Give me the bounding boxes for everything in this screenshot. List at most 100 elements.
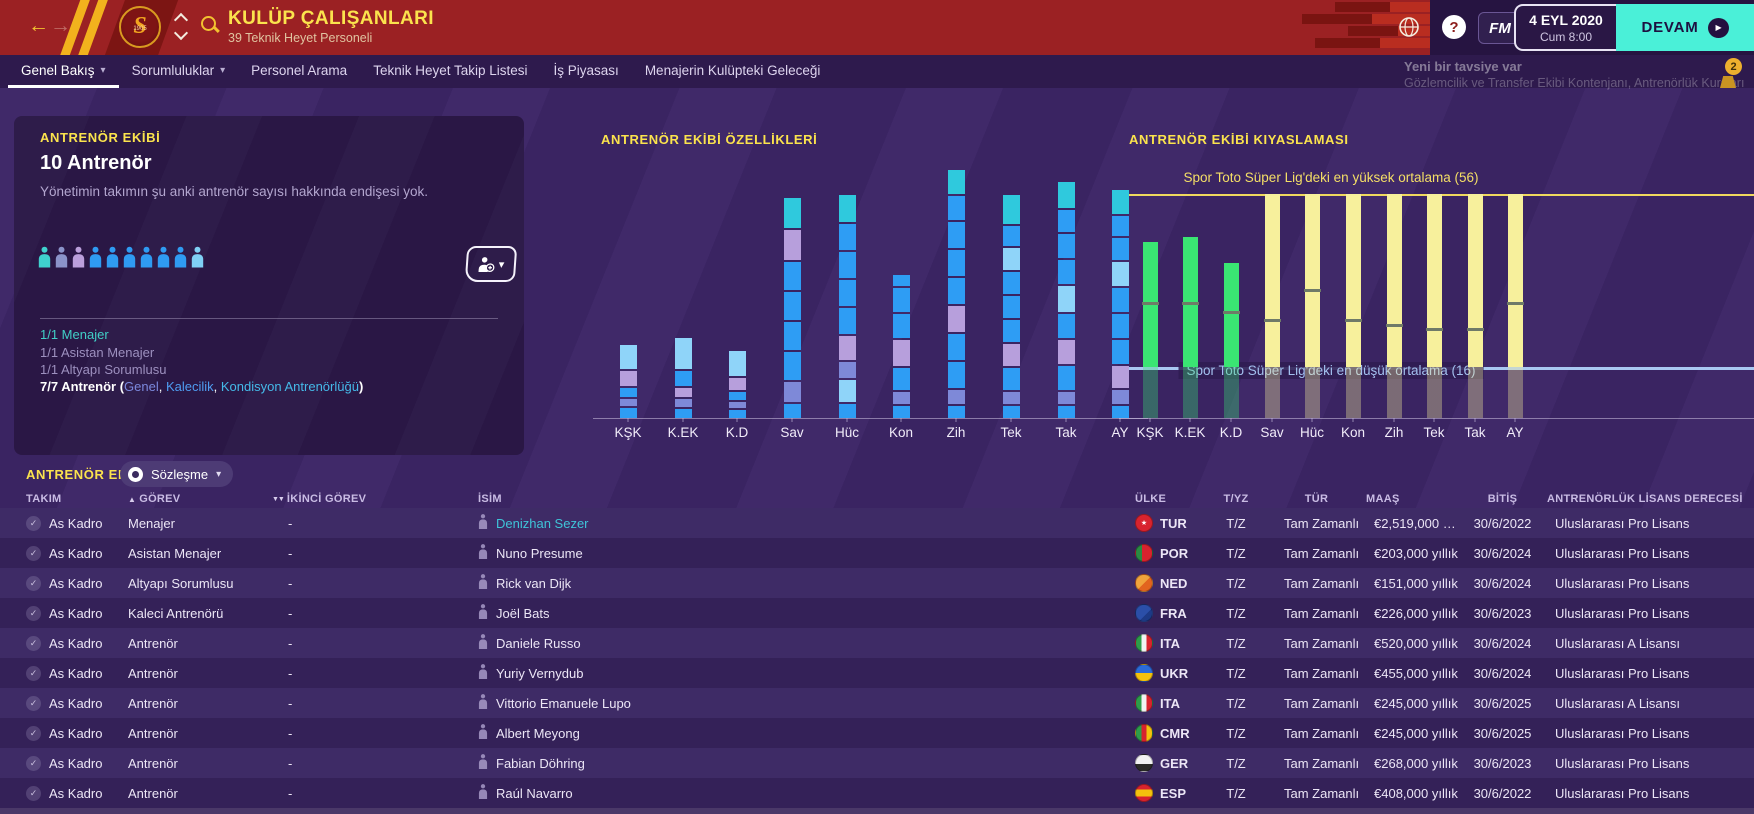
licence-cell: Uluslararası A Lisansı	[1555, 635, 1681, 651]
column-header-takim[interactable]: TAKIM	[26, 493, 128, 505]
staff-name-link[interactable]: Rick van Dijk	[496, 575, 572, 591]
staff-name-link[interactable]: Fabian Döhring	[496, 755, 585, 771]
staff-name-link[interactable]: Vittorio Emanuele Lupo	[496, 695, 631, 711]
tab-sorumluluklar[interactable]: Sorumluluklar ▾	[119, 55, 239, 88]
min-average-label: Spor Toto Süper Lig'deki en düşük ortala…	[1178, 362, 1484, 379]
team-cell: ✓ As Kadro	[26, 665, 128, 681]
coach-category-link[interactable]: Genel	[124, 379, 159, 394]
tab-label: Personel Arama	[251, 62, 348, 78]
column-header-g-rev[interactable]: ▲ GÖREV	[128, 493, 272, 505]
team-label: As Kadro	[49, 605, 103, 621]
club-switcher[interactable]	[173, 12, 189, 41]
axis-tick	[955, 418, 957, 422]
bar-below-min	[1386, 367, 1402, 418]
coach-category-link[interactable]: Kalecilik	[165, 379, 214, 394]
role-cell: Antrenör	[128, 695, 178, 711]
staff-name-link[interactable]: Raúl Navarro	[496, 785, 573, 801]
team-label: As Kadro	[49, 575, 103, 591]
table-row[interactable]: ✓ As Kadro Antrenör - Daniele Russo ITA T/Z Tam…	[0, 628, 1754, 658]
advice-toast-body[interactable]: Gözlemcilik ve Transfer Ekibi Kontenjanı…	[1404, 76, 1745, 90]
role-cell: Antrenör	[128, 755, 178, 771]
search-button[interactable]	[200, 15, 220, 35]
staff-name-link[interactable]: Joël Bats	[496, 605, 550, 621]
staff-table: ✓ As Kadro Menajer - Denizhan Sezer ★ TUR T/Z Ta…	[0, 508, 1754, 808]
x-axis	[593, 418, 1148, 419]
role-cell: Asistan Menajer	[128, 545, 222, 561]
staff-name-link[interactable]: Daniele Russo	[496, 635, 581, 651]
club-crest-galatasaray[interactable]: S 1905	[119, 6, 161, 48]
tab-menajerin-kul-pteki-gelece-i[interactable]: Menajerin Kulüpteki Geleceği	[632, 55, 834, 88]
forward-arrow-button[interactable]: →	[50, 14, 71, 37]
league-average-marker	[1263, 319, 1281, 323]
check-circle-icon: ✓	[26, 755, 41, 771]
bar-below-min	[1223, 367, 1239, 418]
table-row[interactable]: ✓ As Kadro Altyapı Sorumlusu - Rick van Dijk…	[0, 568, 1754, 598]
bar-value	[1426, 194, 1442, 367]
continue-button[interactable]: DEVAM ▶	[1616, 4, 1754, 51]
person-icon	[106, 246, 119, 273]
axis-tick	[1433, 418, 1435, 422]
column-header-maa-[interactable]: MAAŞ	[1366, 493, 1458, 505]
second-role-cell: -	[288, 665, 293, 681]
column-header-t-r[interactable]: TÜR	[1267, 493, 1366, 505]
sort-icon: ▲	[128, 494, 137, 504]
table-row[interactable]: ✓ As Kadro Antrenör - Raúl Navarro ESP T/Z Tam …	[0, 778, 1754, 808]
column-header--lke[interactable]: ÜLKE	[1135, 493, 1205, 505]
advice-toast-title[interactable]: Yeni bir tavsiye var	[1404, 59, 1522, 74]
column-label: T/YZ	[1223, 493, 1249, 505]
page-title: KULÜP ÇALIŞANLARI	[228, 8, 434, 29]
column-header-t-yz[interactable]: T/YZ	[1205, 493, 1267, 505]
game-date-widget[interactable]: 4 EYL 2020 Cum 8:00	[1514, 4, 1616, 51]
licence-cell: Uluslararası Pro Lisans	[1555, 605, 1690, 621]
name-cell: Daniele Russo	[478, 634, 1135, 652]
tab-label: Teknik Heyet Takip Listesi	[373, 62, 528, 78]
person-icon	[123, 246, 136, 273]
tab-teknik-heyet-takip-listesi[interactable]: Teknik Heyet Takip Listesi	[360, 55, 540, 88]
coach-count: 10 Antrenör	[40, 152, 152, 174]
column-label: İSİM	[478, 493, 502, 505]
table-row[interactable]: ✓ As Kadro Antrenör - Fabian Döhring GER T/Z Ta…	[0, 748, 1754, 778]
tab-personel-arama[interactable]: Personel Arama	[238, 55, 360, 88]
team-label: As Kadro	[49, 545, 103, 561]
x-axis	[1119, 418, 1754, 419]
second-role-cell: -	[288, 515, 293, 531]
column-header-i-ki-nci-g-rev[interactable]: ▼▼ İKİNCİ GÖREV	[272, 493, 478, 505]
add-staff-dropdown-button[interactable]: ▾	[464, 246, 518, 282]
back-arrow-button[interactable]: ←	[28, 14, 49, 37]
staff-name-link[interactable]: Albert Meyong	[496, 725, 580, 741]
tab-genel-bak-[interactable]: Genel Bakış ▾	[8, 55, 119, 88]
column-header-i-si-m[interactable]: İSİM	[478, 493, 1135, 505]
staff-name-link[interactable]: Denizhan Sezer	[496, 515, 589, 531]
team-cell: ✓ As Kadro	[26, 515, 128, 531]
coach-category-link[interactable]: Kondisyon Antrenörlüğü	[220, 379, 359, 394]
table-row[interactable]: ✓ As Kadro Menajer - Denizhan Sezer ★ TUR T/Z Ta…	[0, 508, 1754, 538]
table-row[interactable]: ✓ As Kadro Asistan Menajer - Nuno Presume POR…	[0, 538, 1754, 568]
staff-name-link[interactable]: Nuno Presume	[496, 545, 583, 561]
contract-end-cell: 30/6/2022	[1473, 785, 1532, 801]
table-row[interactable]: ✓ As Kadro Antrenör - Albert Meyong CMR T/Z Tam…	[0, 718, 1754, 748]
person-icon	[72, 246, 85, 273]
column-header-antren-rl-k-li-sans-derecesi-[interactable]: ANTRENÖRLÜK LİSANS DERECESİ	[1547, 493, 1754, 505]
table-row[interactable]: ✓ As Kadro Kaleci Antrenörü - Joël Bats FRA T/…	[0, 598, 1754, 628]
column-header-bi-ti-[interactable]: BİTİŞ	[1458, 493, 1547, 505]
help-button[interactable]: ?	[1442, 15, 1466, 39]
second-role-cell: -	[288, 605, 293, 621]
contract-type-cell: Tam Zamanlı	[1284, 605, 1360, 621]
fulltime-flag-cell: T/Z	[1226, 695, 1246, 711]
person-icon	[55, 246, 68, 273]
axis-tick	[1514, 418, 1516, 422]
check-circle-icon: ✓	[26, 545, 41, 561]
tab-i-piyasas-[interactable]: İş Piyasası	[541, 55, 632, 88]
club-crest-year: 1905	[133, 26, 147, 32]
role-cell: Antrenör	[128, 785, 178, 801]
table-row[interactable]: ✓ As Kadro Antrenör - Vittorio Emanuele Lupo…	[0, 688, 1754, 718]
table-row[interactable]: ✓ As Kadro Antrenör - Yuriy Vernydub UKR T/Z Ta…	[0, 658, 1754, 688]
role-cell: Altyapı Sorumlusu	[128, 575, 234, 591]
licence-cell: Uluslararası Pro Lisans	[1555, 515, 1690, 531]
staff-name-link[interactable]: Yuriy Vernydub	[496, 665, 584, 681]
notification-badge[interactable]: 2	[1720, 58, 1746, 94]
contract-type-cell: Tam Zamanlı	[1284, 695, 1360, 711]
summary-line[interactable]: 1/1 Menajer	[40, 327, 109, 342]
contract-filter-dropdown[interactable]: Sözleşme ▾	[120, 461, 234, 487]
world-button[interactable]	[1398, 16, 1420, 43]
